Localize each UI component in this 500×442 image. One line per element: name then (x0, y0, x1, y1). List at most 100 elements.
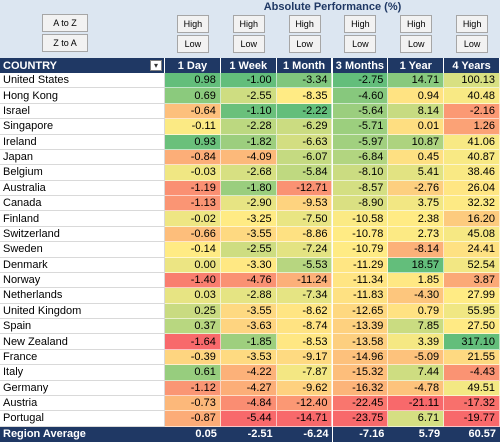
value-cell: -3.63 (220, 319, 277, 335)
value-cell: -1.82 (220, 134, 277, 150)
value-cell: -8.53 (276, 334, 333, 350)
value-cell: 0.25 (165, 303, 221, 319)
value-cell: -6.63 (276, 134, 333, 150)
column-header: 1 Week (220, 58, 277, 73)
filter-icon[interactable]: ▾ (150, 60, 162, 71)
value-cell: 3.87 (444, 272, 500, 289)
footer-value: 0.05 (165, 426, 221, 442)
country-cell: Italy (0, 365, 165, 381)
country-cell: Singapore (0, 119, 165, 135)
value-cell: 38.46 (444, 165, 500, 181)
value-cell: -2.16 (444, 103, 500, 120)
value-cell: 21.55 (444, 349, 500, 366)
value-cell: -2.68 (220, 165, 277, 181)
country-cell: Germany (0, 380, 165, 396)
value-cell: 10.87 (388, 134, 445, 150)
value-cell: -5.53 (276, 257, 333, 273)
value-cell: -8.10 (332, 165, 389, 181)
value-cell: 0.98 (165, 73, 221, 89)
column-sort-button[interactable]: High (400, 15, 433, 33)
country-cell: New Zealand (0, 334, 165, 350)
value-cell: 32.32 (444, 196, 500, 212)
column-sort-button[interactable]: Low (176, 35, 209, 53)
column-sort-button[interactable]: High (288, 15, 321, 33)
country-cell: Japan (0, 149, 165, 166)
footer-value: -6.24 (276, 426, 333, 442)
value-cell: -10.58 (332, 211, 389, 227)
column-header: COUNTRY (0, 58, 165, 73)
value-cell: -0.14 (165, 242, 221, 258)
column-sort-button[interactable]: Low (288, 35, 321, 53)
value-cell: 3.39 (388, 334, 445, 350)
column-sort-button[interactable]: High (232, 15, 265, 33)
value-cell: 1.85 (388, 272, 445, 289)
value-cell: 24.41 (444, 242, 500, 258)
value-cell: -21.11 (388, 395, 445, 412)
value-cell: -6.84 (332, 149, 389, 166)
value-cell: -1.64 (165, 334, 221, 350)
value-cell: -8.90 (332, 196, 389, 212)
value-cell: -3.34 (276, 73, 333, 89)
value-cell: 27.50 (444, 319, 500, 335)
value-cell: -4.09 (220, 149, 277, 166)
country-cell: Spain (0, 319, 165, 335)
title: Absolute Performance (%) (263, 1, 402, 13)
column-sort-button[interactable]: Low (456, 35, 489, 53)
value-cell: 3.75 (388, 196, 445, 212)
value-cell: 0.93 (165, 134, 221, 150)
value-cell: -3.25 (220, 211, 277, 227)
column-sort-button[interactable]: High (456, 15, 489, 33)
value-cell: 16.20 (444, 211, 500, 227)
value-cell: -4.84 (220, 395, 277, 412)
value-cell: -1.10 (220, 103, 277, 120)
value-cell: 26.04 (444, 180, 500, 196)
column-sort-button[interactable]: High (344, 15, 377, 33)
value-cell: -3.30 (220, 257, 277, 273)
value-cell: 0.79 (388, 303, 445, 319)
column-sort-button[interactable]: Low (400, 35, 433, 53)
country-cell: United Kingdom (0, 303, 165, 319)
value-cell: -3.53 (220, 349, 277, 366)
value-cell: -6.29 (276, 119, 333, 135)
value-cell: -4.43 (444, 365, 500, 381)
value-cell: -0.73 (165, 395, 221, 412)
country-cell: France (0, 349, 165, 366)
column-sort-button[interactable]: High (176, 15, 209, 33)
value-cell: 49.51 (444, 380, 500, 396)
value-cell: 18.57 (388, 257, 445, 273)
value-cell: 52.54 (444, 257, 500, 273)
value-cell: -2.28 (220, 119, 277, 135)
value-cell: -23.75 (332, 411, 389, 427)
value-cell: -1.12 (165, 380, 221, 396)
value-cell: 7.85 (388, 319, 445, 335)
value-cell: -0.03 (165, 165, 221, 181)
footer-value: 5.79 (388, 426, 445, 442)
value-cell: -11.24 (276, 272, 333, 289)
value-cell: 55.95 (444, 303, 500, 319)
country-cell: Canada (0, 196, 165, 212)
value-cell: -8.62 (276, 303, 333, 319)
sort-button[interactable]: Z to A (42, 34, 88, 52)
value-cell: -8.35 (276, 88, 333, 104)
value-cell: -13.39 (332, 319, 389, 335)
column-header: 1 Year (388, 58, 445, 73)
value-cell: -0.87 (165, 411, 221, 427)
value-cell: -12.40 (276, 395, 333, 412)
value-cell: -10.78 (332, 226, 389, 243)
footer-value: -2.51 (220, 426, 277, 442)
value-cell: -2.22 (276, 103, 333, 120)
value-cell: -0.02 (165, 211, 221, 227)
value-cell: -4.27 (220, 380, 277, 396)
value-cell: -1.19 (165, 180, 221, 196)
value-cell: 0.01 (388, 119, 445, 135)
value-cell: -11.29 (332, 257, 389, 273)
column-sort-button[interactable]: Low (344, 35, 377, 53)
value-cell: -22.45 (332, 395, 389, 412)
value-cell: -0.64 (165, 103, 221, 120)
sort-button[interactable]: A to Z (42, 14, 88, 32)
value-cell: -12.65 (332, 303, 389, 319)
value-cell: -4.30 (388, 288, 445, 304)
column-sort-button[interactable]: Low (232, 35, 265, 53)
value-cell: -5.71 (332, 119, 389, 135)
